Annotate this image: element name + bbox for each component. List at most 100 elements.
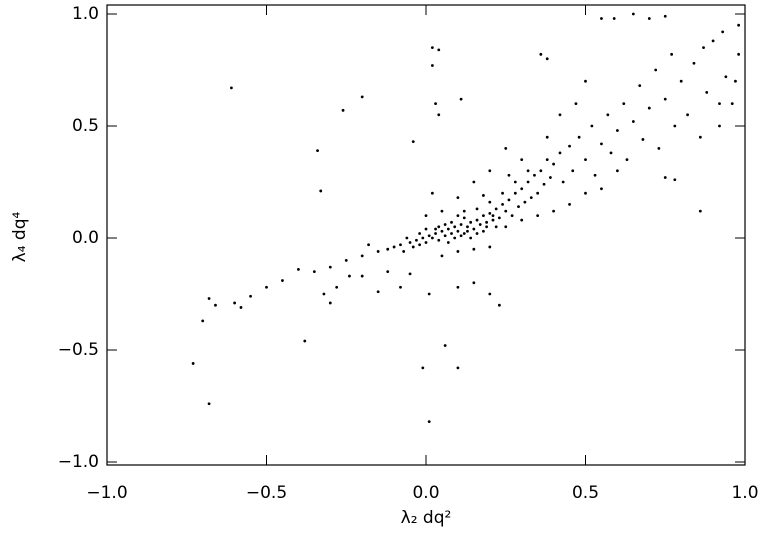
point	[427, 234, 431, 238]
point	[399, 243, 402, 247]
point	[348, 274, 351, 278]
point	[545, 135, 549, 139]
x-tick-label: −0.5	[246, 483, 287, 503]
point	[504, 225, 508, 229]
point	[297, 267, 300, 271]
point	[654, 68, 658, 72]
point	[424, 227, 428, 231]
point	[233, 301, 237, 305]
point	[453, 236, 457, 240]
point	[616, 129, 619, 132]
point	[488, 211, 492, 215]
point	[507, 198, 511, 202]
point	[552, 209, 555, 213]
point	[663, 14, 667, 18]
point	[440, 229, 444, 233]
point	[472, 247, 476, 251]
point	[501, 203, 504, 206]
point	[392, 245, 396, 249]
point	[424, 214, 428, 218]
y-tick-label: −0.5	[58, 340, 99, 360]
point	[475, 207, 479, 211]
y-tick-label: 0.5	[72, 116, 99, 136]
point	[434, 227, 437, 231]
point	[459, 223, 463, 226]
point	[456, 229, 460, 233]
point	[434, 232, 437, 235]
point	[319, 189, 323, 193]
x-tick-label: 0.0	[412, 483, 439, 503]
point	[673, 124, 677, 128]
point	[520, 218, 524, 222]
point	[698, 209, 702, 213]
point	[517, 205, 520, 209]
point	[462, 209, 466, 213]
point	[488, 245, 492, 249]
point	[482, 194, 485, 197]
point	[647, 17, 651, 20]
point	[328, 301, 332, 305]
point	[443, 344, 447, 347]
point	[692, 61, 696, 65]
point	[705, 91, 709, 94]
point	[491, 218, 495, 222]
point	[612, 17, 616, 20]
point	[670, 52, 674, 56]
point	[571, 169, 575, 173]
point	[504, 209, 508, 213]
point	[230, 86, 233, 90]
point	[673, 178, 677, 182]
point	[737, 23, 741, 27]
point	[539, 52, 543, 56]
point	[730, 102, 734, 105]
point	[609, 151, 613, 155]
point	[459, 97, 463, 101]
point	[214, 303, 217, 307]
point	[453, 225, 457, 229]
point	[469, 220, 473, 224]
x-tick-label: 0.5	[572, 483, 599, 503]
point	[702, 46, 705, 49]
point	[316, 149, 319, 153]
point	[478, 223, 482, 226]
x-tick-label: 1.0	[731, 483, 758, 503]
point	[443, 234, 447, 238]
point	[711, 39, 715, 43]
point	[663, 176, 667, 179]
point	[421, 366, 425, 370]
point	[488, 292, 492, 296]
point	[472, 180, 476, 184]
point	[584, 79, 587, 83]
point	[440, 254, 444, 258]
point	[446, 241, 450, 244]
point	[456, 285, 460, 289]
point	[542, 182, 546, 186]
point	[485, 225, 489, 229]
point	[456, 196, 460, 200]
point	[536, 214, 540, 218]
point	[303, 339, 307, 343]
point	[408, 272, 412, 276]
point	[437, 225, 441, 229]
point	[482, 214, 485, 218]
point	[718, 124, 721, 128]
point	[418, 243, 422, 247]
point	[456, 214, 460, 218]
point	[239, 306, 243, 309]
point	[533, 173, 536, 177]
point	[721, 30, 725, 34]
point	[341, 108, 345, 112]
point	[558, 151, 562, 155]
point	[558, 113, 562, 117]
point	[679, 79, 683, 83]
point	[577, 135, 581, 139]
point	[265, 285, 268, 289]
point	[466, 225, 469, 229]
point	[600, 142, 603, 146]
point	[590, 124, 594, 128]
point	[459, 234, 463, 238]
y-axis-label: λ₄ dq⁴	[10, 211, 30, 262]
point	[698, 135, 702, 139]
point	[724, 75, 728, 79]
